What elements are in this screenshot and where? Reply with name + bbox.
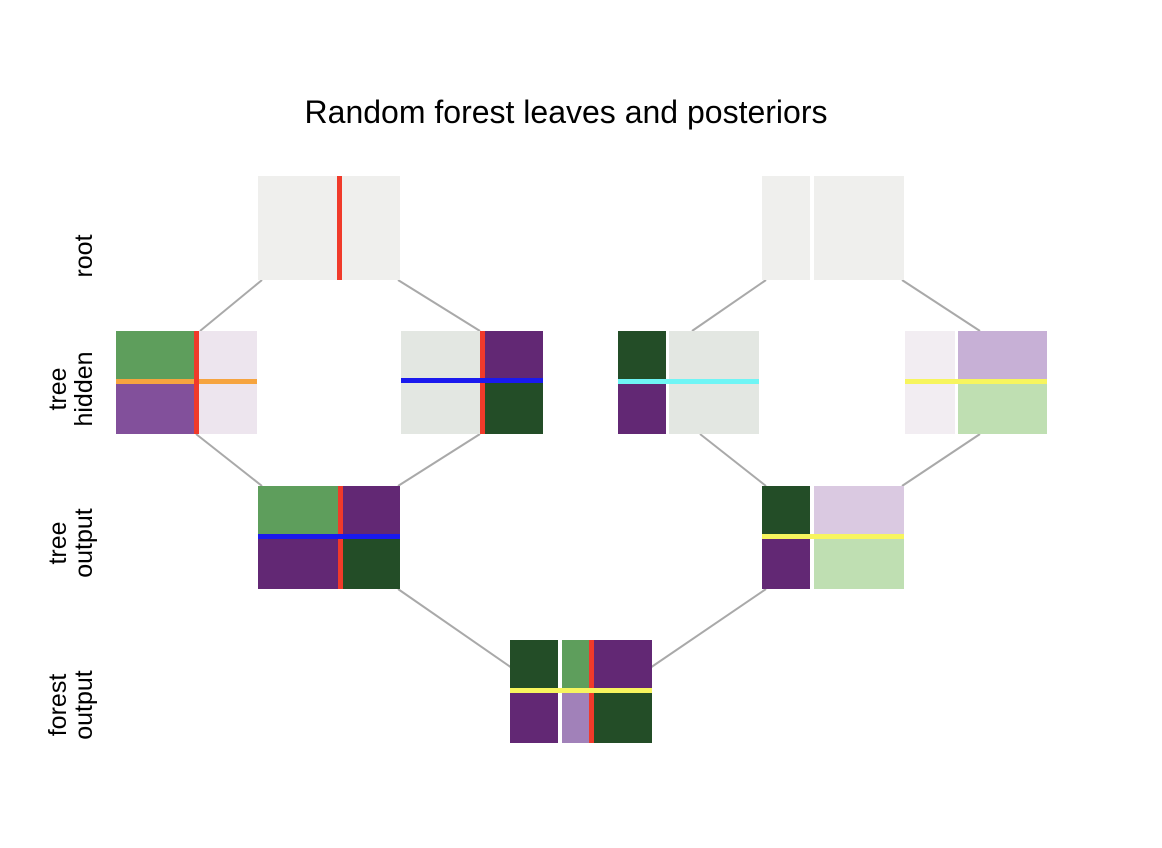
row-label-tree-hidden-line-1: tree	[44, 367, 72, 410]
connector-root2-rightleaf	[901, 279, 981, 332]
row-label-root: root	[70, 234, 98, 277]
region	[343, 536, 400, 589]
region	[762, 486, 810, 536]
hidden-node-1	[116, 331, 257, 434]
row-label-root-line-1: root	[70, 234, 98, 277]
split-line	[258, 534, 400, 539]
region	[258, 536, 338, 589]
split-gap	[810, 176, 814, 280]
region	[594, 640, 652, 690]
row-label-tree-output: tree output	[44, 508, 98, 578]
connectors	[195, 279, 981, 669]
diagram-title: Random forest leaves and posteriors	[305, 94, 828, 130]
region	[485, 381, 543, 434]
region	[958, 331, 1047, 381]
region	[618, 331, 666, 381]
split-line	[905, 379, 1047, 384]
split-line	[401, 378, 543, 383]
root-node-tree-1	[258, 176, 400, 280]
split-line	[510, 688, 652, 693]
region	[343, 486, 400, 536]
row-label-tree-hidden-line-2: hidden	[70, 351, 98, 426]
split-line	[762, 534, 904, 539]
row-label-tree-output-line-2: output	[70, 508, 98, 578]
region	[258, 486, 338, 536]
hidden-node-4	[905, 331, 1047, 434]
region	[618, 381, 666, 434]
row-label-forest-output-line-1: forest	[44, 674, 72, 737]
tree-output-node-2	[762, 486, 904, 589]
hidden-node-2	[401, 331, 543, 434]
connector-hidden4-output2	[901, 433, 981, 487]
region	[762, 536, 810, 589]
region	[116, 331, 195, 382]
split-line	[337, 176, 342, 280]
region	[562, 640, 589, 690]
region	[762, 176, 904, 280]
root-node-tree-2	[762, 176, 904, 280]
tree-output-node-1	[258, 486, 400, 589]
connector-root1-leftleaf	[199, 279, 263, 332]
region	[258, 176, 400, 280]
region	[510, 640, 558, 690]
forest-output-node	[510, 640, 652, 743]
region	[814, 486, 904, 536]
row-label-tree-output-line-1: tree	[44, 521, 72, 564]
connector-output2-forest	[649, 588, 767, 669]
region	[958, 381, 1047, 434]
connector-root2-leftleaf	[691, 279, 767, 332]
region	[510, 690, 558, 743]
region	[116, 382, 195, 434]
region	[814, 536, 904, 589]
row-label-forest-output: forest output	[44, 670, 98, 740]
connector-root1-rightleaf	[397, 279, 481, 332]
split-line	[194, 331, 199, 434]
hidden-node-3	[618, 331, 759, 434]
region	[485, 331, 543, 381]
row-label-tree-hidden: tree hidden	[44, 351, 98, 426]
region	[562, 690, 589, 743]
split-line	[618, 379, 759, 384]
split-line	[116, 379, 257, 384]
connector-output1-forest	[397, 588, 513, 669]
region	[594, 690, 652, 743]
row-label-forest-output-line-2: output	[70, 670, 98, 740]
connector-hidden3-output2	[699, 433, 767, 487]
connector-hidden1-output1	[195, 433, 263, 487]
connector-hidden2-output1	[397, 433, 481, 487]
